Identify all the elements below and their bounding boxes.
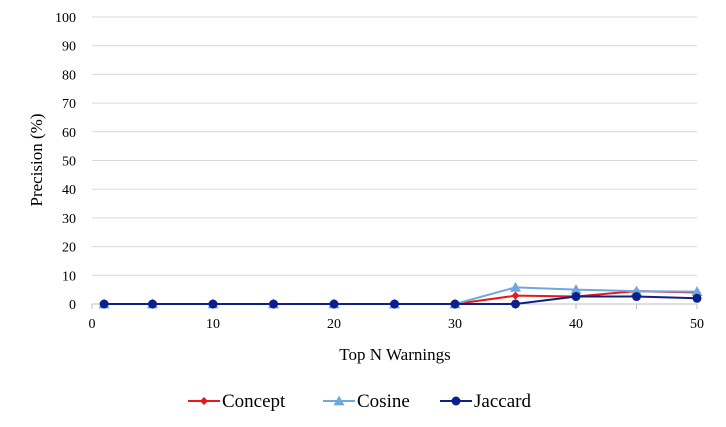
- y-tick-label: 70: [62, 97, 76, 112]
- data-point-concept: [511, 291, 520, 300]
- data-point-jaccard: [148, 299, 157, 309]
- data-point-cosine: [570, 284, 582, 295]
- data-point-jaccard: [692, 293, 702, 303]
- series-line-concept: [104, 290, 698, 305]
- x-tick-label: 40: [569, 317, 583, 332]
- series-jaccard: [99, 292, 702, 309]
- y-tick-label: 40: [62, 183, 76, 198]
- y-tick-label: 50: [62, 155, 76, 170]
- y-axis-label: Precision (%): [27, 113, 46, 206]
- data-point-jaccard: [632, 292, 641, 302]
- legend-marker-jaccard: [451, 396, 461, 406]
- data-point-jaccard: [99, 299, 109, 309]
- x-tick-label: 30: [448, 317, 462, 332]
- data-point-cosine: [691, 286, 703, 297]
- grid: [92, 16, 697, 276]
- legend-marker-cosine: [333, 395, 345, 406]
- legend-item-jaccard: Jaccard: [440, 391, 531, 412]
- y-tick-label: 80: [62, 68, 76, 83]
- y-tick-label: 20: [62, 241, 76, 256]
- legend-label-cosine: Cosine: [357, 391, 410, 412]
- data-point-jaccard: [390, 299, 399, 309]
- legend-label-concept: Concept: [222, 391, 286, 412]
- y-tick-label: 90: [62, 40, 76, 55]
- legend: Concept Cosine Jaccard: [188, 391, 531, 412]
- data-point-jaccard: [571, 292, 581, 302]
- series: [98, 281, 703, 309]
- data-point-cosine: [510, 281, 521, 292]
- y-tick-label: 100: [55, 11, 76, 26]
- x-tick-label: 50: [690, 317, 704, 332]
- x-tick-label: 20: [327, 317, 341, 332]
- data-point-jaccard: [450, 299, 460, 309]
- data-point-jaccard: [208, 299, 218, 309]
- data-point-jaccard: [329, 299, 339, 309]
- data-point-jaccard: [269, 299, 278, 309]
- legend-marker-concept: [200, 397, 208, 405]
- axes: 0 10 20 30 40 50 60 70 80 90 100 0 10 20 30 40 50: [55, 11, 704, 332]
- y-tick-label: 0: [69, 298, 76, 313]
- x-tick-label: 10: [206, 317, 220, 332]
- series-line-jaccard: [104, 295, 698, 305]
- y-tick-label: 30: [62, 212, 76, 227]
- legend-item-cosine: Cosine: [323, 391, 410, 412]
- y-tick-label: 10: [62, 269, 76, 284]
- data-point-jaccard: [511, 299, 520, 309]
- x-tick-label: 0: [89, 317, 96, 332]
- legend-item-concept: Concept: [188, 391, 286, 412]
- y-tick-label: 60: [62, 126, 76, 141]
- x-axis-label: Top N Warnings: [339, 345, 450, 364]
- legend-label-jaccard: Jaccard: [474, 391, 531, 412]
